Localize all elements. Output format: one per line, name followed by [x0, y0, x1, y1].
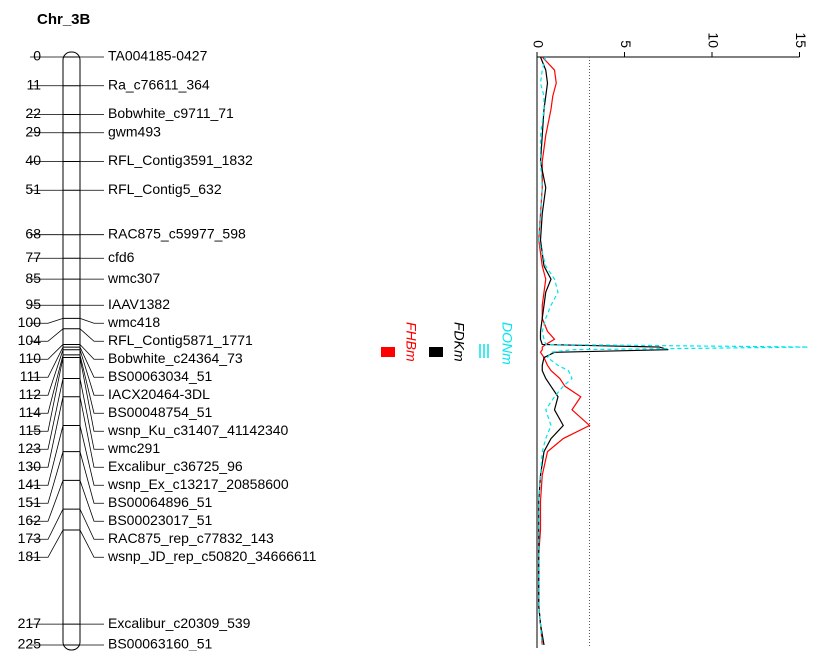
- marker-position: 104: [18, 332, 42, 348]
- legend-label: FDKm: [451, 322, 467, 362]
- marker-name: BS00063160_51: [108, 636, 213, 651]
- marker-name: cfd6: [108, 249, 135, 265]
- marker-position: 141: [18, 476, 42, 492]
- legend-swatch: [381, 347, 395, 357]
- lod-curve: [538, 56, 669, 646]
- lod-curve: [538, 56, 809, 646]
- marker-connector: [79, 357, 104, 432]
- marker-position: 112: [19, 386, 42, 402]
- marker-connector: [79, 396, 104, 468]
- marker-connector: [79, 328, 104, 342]
- marker-connector: [79, 529, 104, 558]
- marker-name: TA004185-0427: [108, 48, 208, 64]
- marker-position: 95: [25, 296, 41, 312]
- legend-label: DONm: [499, 322, 515, 365]
- marker-connector: [30, 328, 64, 342]
- marker-position: 22: [25, 105, 41, 121]
- x-tick-label: 15: [793, 32, 809, 48]
- marker-name: BS00048754_51: [108, 404, 213, 420]
- marker-position: 100: [18, 314, 42, 330]
- marker-position: 181: [18, 548, 42, 564]
- lod-curve: [538, 56, 591, 646]
- marker-connector: [30, 344, 64, 360]
- x-tick-label: 0: [530, 40, 546, 48]
- marker-name: Bobwhite_c24364_73: [108, 350, 243, 366]
- marker-position: 217: [18, 615, 42, 631]
- marker-connector: [30, 357, 64, 432]
- marker-connector: [30, 354, 64, 414]
- marker-position: 162: [18, 512, 42, 528]
- chromosome: [62, 51, 81, 651]
- marker-name: wsnp_Ku_c31407_41142340: [107, 422, 289, 438]
- marker-connector: [79, 344, 104, 360]
- marker-position: 114: [19, 404, 42, 420]
- marker-connector: [79, 451, 104, 504]
- marker-connector: [30, 529, 64, 558]
- marker-connector: [30, 317, 64, 324]
- marker-position: 110: [19, 350, 42, 366]
- marker-connector: [79, 480, 104, 522]
- marker-connector: [79, 346, 104, 378]
- chart-title: Chr_3B: [37, 11, 91, 28]
- marker-position: 115: [19, 422, 42, 438]
- marker-connector: [79, 354, 104, 414]
- marker-connector: [30, 349, 64, 396]
- marker-name: Excalibur_c36725_96: [108, 458, 243, 474]
- marker-name: BS00023017_51: [108, 512, 213, 528]
- marker-position: 123: [18, 440, 42, 456]
- marker-name: Ra_c76611_364: [108, 76, 210, 92]
- marker-connector: [30, 451, 64, 504]
- marker-connector: [79, 349, 104, 396]
- marker-name: RFL_Contig5871_1771: [108, 332, 253, 348]
- marker-position: 40: [25, 152, 41, 168]
- marker-name: Excalibur_c20309_539: [108, 615, 251, 631]
- marker-name: wmc418: [107, 314, 160, 330]
- marker-name: RAC875_rep_c77832_143: [108, 530, 274, 546]
- marker-connector: [79, 317, 104, 324]
- marker-connector: [30, 480, 64, 522]
- marker-position: 225: [18, 636, 42, 651]
- marker-position: 173: [18, 530, 42, 546]
- marker-connector: [79, 378, 104, 450]
- marker-name: gwm493: [108, 123, 161, 139]
- marker-name: RFL_Contig3591_1832: [108, 152, 253, 168]
- marker-position: 111: [20, 368, 41, 384]
- marker-position: 77: [25, 249, 41, 265]
- marker-name: RFL_Contig5_632: [108, 181, 222, 197]
- x-tick-label: 10: [705, 32, 721, 48]
- marker-name: wsnp_JD_rep_c50820_34666611: [107, 548, 317, 564]
- marker-name: BS00064896_51: [108, 494, 213, 510]
- marker-position: 11: [26, 76, 41, 92]
- legend-swatch: [429, 347, 443, 357]
- marker-name: RAC875_c59977_598: [108, 225, 246, 241]
- marker-name: wmc307: [107, 270, 160, 286]
- marker-position: 0: [33, 48, 41, 64]
- marker-name: wmc291: [107, 440, 160, 456]
- marker-connector: [30, 378, 64, 450]
- marker-position: 29: [25, 123, 41, 139]
- legend-label: FHBm: [403, 322, 419, 362]
- marker-name: BS00063034_51: [108, 368, 213, 384]
- marker-name: Bobwhite_c9711_71: [108, 105, 234, 121]
- marker-name: IACX20464-3DL: [108, 386, 210, 402]
- marker-connector: [30, 425, 64, 486]
- marker-position: 51: [25, 181, 41, 197]
- marker-connector: [30, 396, 64, 468]
- marker-connector: [30, 508, 64, 540]
- marker-connector: [79, 508, 104, 540]
- marker-position: 85: [25, 270, 41, 286]
- marker-name: IAAV1382: [108, 296, 170, 312]
- marker-position: 130: [18, 458, 42, 474]
- marker-position: 68: [25, 225, 41, 241]
- marker-connector: [79, 425, 104, 486]
- marker-connector: [30, 346, 64, 378]
- marker-name: wsnp_Ex_c13217_20858600: [107, 476, 289, 492]
- x-tick-label: 5: [618, 40, 634, 48]
- marker-position: 151: [18, 494, 42, 510]
